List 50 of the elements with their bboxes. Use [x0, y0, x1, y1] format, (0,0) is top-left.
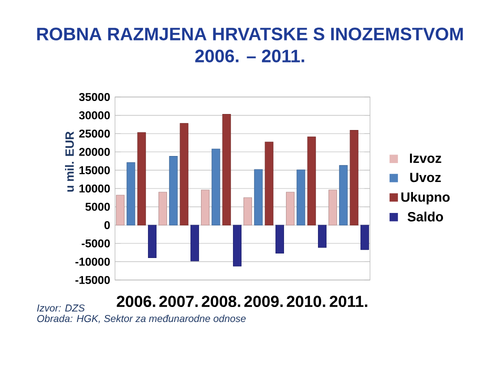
bar: [169, 156, 178, 226]
legend-label: Uvoz: [410, 172, 441, 182]
y-tick-label: -10000: [75, 258, 110, 266]
bar: [339, 165, 348, 226]
y-tick-label: 35000: [79, 92, 110, 102]
bar: [232, 224, 242, 266]
bar: [254, 169, 263, 226]
legend-label: Izvoz: [410, 154, 442, 163]
y-tick-label: 5000: [85, 202, 110, 211]
bar: [116, 194, 125, 226]
bar: [137, 132, 146, 226]
x-tick-label: 2007.: [159, 296, 198, 308]
bar: [148, 224, 157, 258]
bar: [158, 192, 168, 226]
y-tick-label: 30000: [79, 111, 110, 120]
bar: [180, 123, 188, 226]
x-tick-label: 2006.: [116, 296, 156, 308]
bar: [264, 142, 274, 226]
bar: [328, 190, 338, 226]
chart-title: ROBNA RAZMJENA HRVATSKE S INOZEMSTVOM: [37, 28, 463, 40]
bar: [307, 136, 316, 226]
chart-subtitle: 2006. – 2011.: [195, 50, 304, 62]
x-tick-label: 2008.: [202, 296, 240, 308]
x-tick-label: 2011.: [330, 296, 368, 308]
y-tick-label: 20000: [79, 148, 110, 156]
bar: [275, 224, 284, 254]
bar: [318, 224, 327, 248]
bar: [296, 170, 306, 226]
y-tick-label: 10000: [79, 184, 110, 193]
y-tick-label: 15000: [79, 166, 110, 174]
bar: [190, 224, 200, 262]
bar: [286, 192, 295, 226]
y-tick-label: -5000: [82, 239, 110, 248]
x-tick-label: 2009.: [244, 296, 283, 308]
bar: [243, 197, 252, 226]
bar: [212, 148, 220, 226]
text: Izvor: DZS: [37, 304, 85, 312]
bar: [200, 190, 210, 226]
y-tick-label: 25000: [79, 130, 110, 138]
legend-label: Ukupno: [401, 192, 450, 204]
legend-label: Saldo: [408, 212, 444, 222]
bar: [360, 224, 370, 250]
x-tick-label: 2010.: [286, 296, 326, 308]
y-axis-title: u mil. EUR: [65, 132, 74, 192]
bar: [350, 130, 358, 226]
bar: [126, 162, 136, 226]
text: Obrada: HGK, Sektor za međunarodne odnose: [37, 314, 246, 324]
bar: [222, 114, 231, 226]
y-tick-label: -15000: [75, 276, 110, 284]
y-tick-label: 0: [104, 221, 110, 230]
